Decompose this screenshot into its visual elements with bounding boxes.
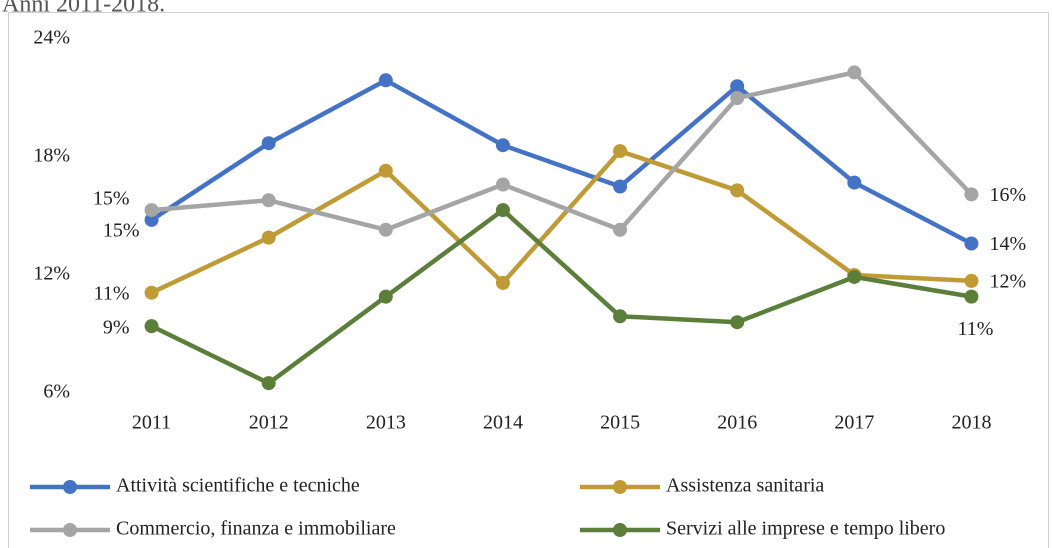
data-point: [144, 285, 159, 300]
legend-label: Assistenza sanitaria: [666, 475, 824, 497]
legend-marker: [613, 480, 627, 494]
data-label: 15%: [103, 220, 140, 242]
x-tick-label: 2014: [483, 412, 523, 434]
legend-marker: [63, 480, 77, 494]
data-point: [495, 177, 510, 192]
x-tick-label: 2013: [366, 412, 406, 434]
data-point: [847, 175, 862, 190]
data-point: [964, 187, 979, 202]
data-point: [613, 144, 628, 159]
data-label: 15%: [93, 188, 130, 210]
x-tick-label: 2011: [132, 412, 171, 434]
data-point: [964, 273, 979, 288]
data-point: [495, 138, 510, 153]
data-point: [613, 309, 628, 324]
data-point: [730, 79, 745, 94]
series-line: [151, 70, 974, 233]
data-label: 16%: [989, 184, 1026, 206]
data-point: [847, 65, 862, 80]
y-tick-label: 6%: [43, 381, 70, 403]
data-point: [261, 136, 276, 151]
y-tick-label: 18%: [33, 145, 70, 167]
data-point: [144, 319, 159, 334]
legend-label: Commercio, finanza e immobiliare: [116, 518, 396, 540]
data-point: [730, 91, 745, 105]
data-point: [261, 376, 276, 391]
data-point: [378, 73, 393, 88]
data-point: [730, 315, 745, 330]
series-line: [150, 148, 972, 295]
data-label: 11%: [957, 318, 993, 340]
y-tick-label: 12%: [33, 263, 70, 285]
legend-label: Attività scientifiche e tecniche: [116, 475, 360, 497]
data-label: 12%: [989, 270, 1026, 292]
data-point: [378, 163, 393, 178]
data-point: [613, 179, 628, 194]
data-point: [613, 222, 628, 237]
data-point: [964, 289, 979, 304]
chart-title: Anni 2011-2018.: [2, 0, 165, 18]
data-label: 9%: [103, 317, 130, 339]
data-point: [495, 275, 510, 290]
data-point: [144, 212, 159, 227]
y-tick-label: 24%: [33, 27, 70, 49]
data-point: [378, 222, 393, 237]
x-tick-label: 2017: [834, 412, 874, 434]
data-point: [964, 236, 979, 251]
data-point: [261, 193, 276, 208]
x-tick-label: 2018: [951, 412, 991, 434]
x-tick-label: 2012: [249, 412, 289, 434]
chart-border: [8, 12, 1049, 548]
legend-label: Servizi alle imprese e tempo libero: [666, 518, 945, 540]
x-tick-label: 2016: [717, 412, 757, 434]
legend-marker: [613, 523, 627, 537]
data-label: 11%: [94, 282, 130, 304]
series-line: [150, 207, 972, 386]
data-point: [261, 230, 276, 245]
x-tick-label: 2015: [600, 412, 640, 434]
series-line: [150, 78, 973, 246]
data-point: [495, 203, 510, 218]
data-point: [847, 269, 862, 284]
data-point: [144, 203, 159, 218]
data-point: [378, 289, 393, 304]
legend-marker: [63, 523, 77, 537]
data-label: 14%: [989, 233, 1026, 255]
data-point: [730, 183, 745, 198]
